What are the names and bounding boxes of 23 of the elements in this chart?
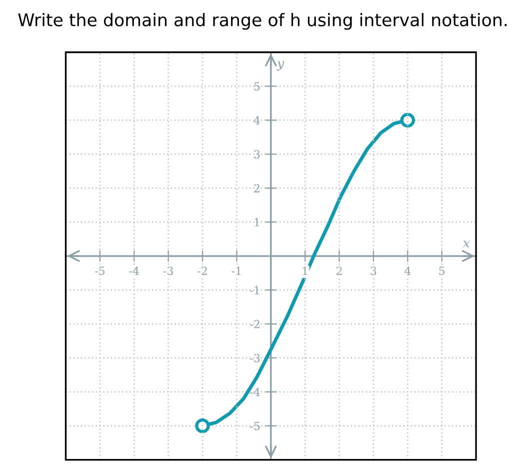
x-tick-label: -5: [95, 266, 104, 276]
y-tick-label: 3: [254, 150, 260, 159]
y-tick-label: -4: [250, 388, 260, 396]
y-tick-label: -2: [250, 320, 260, 328]
y-tick-label: 2: [254, 184, 260, 192]
x-tick-label: -1: [232, 266, 241, 275]
y-tick-label: -3: [250, 354, 260, 362]
x-tick-label: 5: [439, 266, 445, 276]
y-tick-label: 4: [254, 116, 260, 124]
x-axis-title: x: [462, 240, 470, 248]
x-tick-label: -3: [163, 266, 173, 276]
chart-title: Write the domain and range of h using interval notation.: [18, 12, 507, 30]
x-tick-label: 3: [370, 266, 376, 276]
x-tick-label: 4: [404, 266, 411, 275]
y-tick-label: -1: [250, 286, 259, 294]
x-tick-label: -4: [129, 266, 139, 275]
x-tick-label: 2: [336, 266, 342, 275]
y-tick-label: 5: [254, 82, 260, 91]
y-tick-label: 1: [254, 218, 259, 226]
y-axis-title: y: [276, 61, 284, 70]
x-tick-label: 1: [302, 266, 308, 275]
y-tick-label: -5: [250, 422, 260, 430]
x-tick-label: -2: [198, 266, 207, 275]
